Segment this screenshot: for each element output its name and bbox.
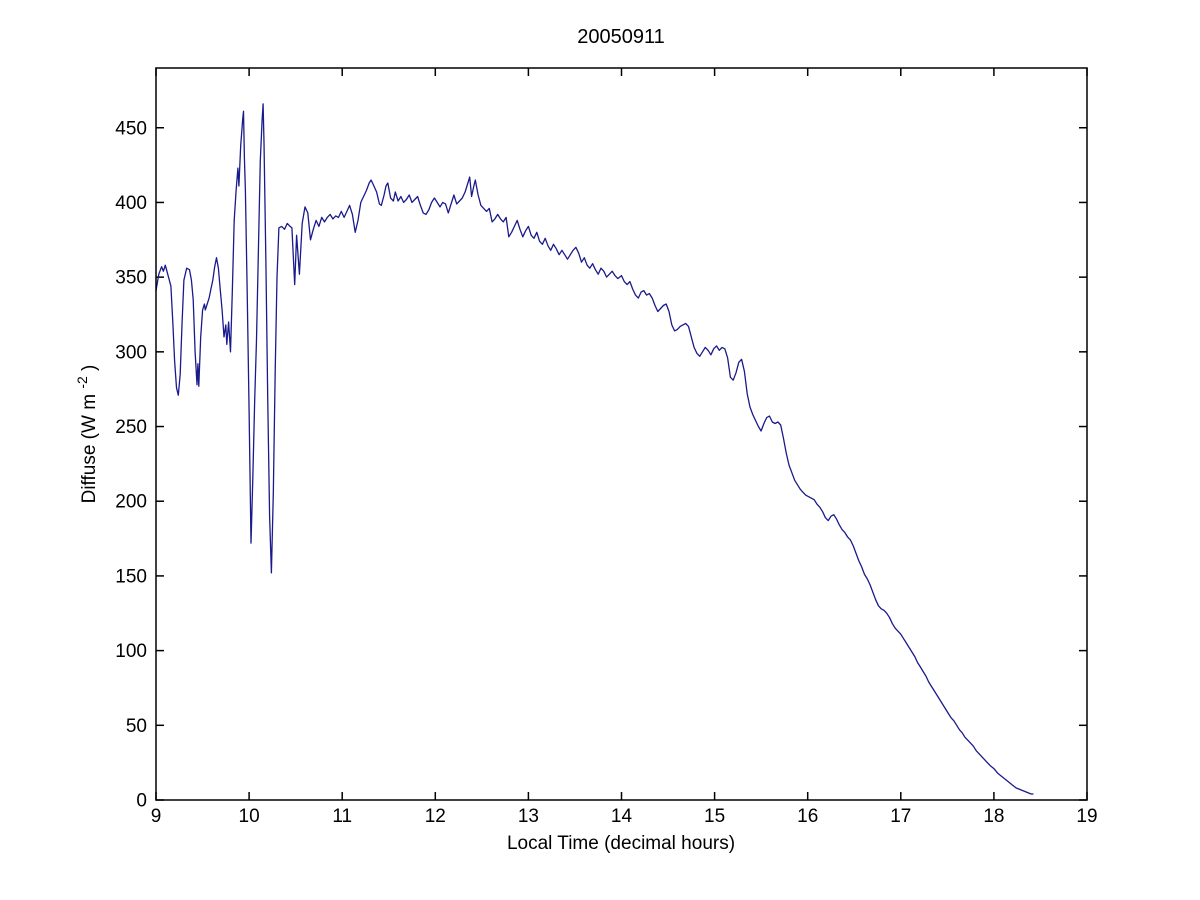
y-tick-label: 450: [115, 118, 147, 139]
y-axis-label-close: ): [79, 365, 100, 371]
x-axis-label: Local Time (decimal hours): [507, 833, 735, 854]
x-tick-label: 17: [890, 806, 911, 827]
x-tick-label: 11: [332, 806, 352, 827]
y-axis-label-main: Diffuse (W m: [79, 394, 100, 503]
x-tick-label: 14: [611, 806, 633, 827]
y-axis-label-superscript: -2: [74, 376, 90, 389]
y-tick-label: 100: [115, 641, 147, 662]
y-tick-label: 50: [126, 716, 147, 737]
diffuse-series-line: [155, 103, 1034, 795]
y-tick-label: 0: [136, 791, 147, 812]
plot-area: [156, 68, 1087, 800]
y-tick-label: 300: [115, 342, 147, 363]
x-tick-label: 16: [797, 806, 818, 827]
axis-box: [155, 67, 1088, 801]
x-tick-label: 19: [1076, 806, 1097, 827]
y-tick-label: 400: [115, 193, 147, 214]
x-tick-label: 18: [983, 806, 1004, 827]
x-tick-label: 13: [518, 806, 539, 827]
y-tick-label: 350: [115, 268, 147, 289]
y-tick-label: 200: [115, 492, 147, 513]
tick-labels: 9 10 11 12 13 14 15 16 17 18 19 0 50 100 150 200 250 300 3…: [115, 118, 1097, 827]
x-tick-label: 12: [425, 806, 446, 827]
chart-title: 20050911: [577, 26, 665, 48]
y-axis-label: Diffuse (W m -2 ): [71, 365, 100, 504]
x-tick-label: 9: [151, 806, 162, 827]
x-tick-label: 10: [239, 806, 260, 827]
y-tick-label: 250: [115, 417, 147, 438]
x-tick-label: 15: [704, 806, 725, 827]
y-tick-label: 150: [115, 566, 147, 587]
